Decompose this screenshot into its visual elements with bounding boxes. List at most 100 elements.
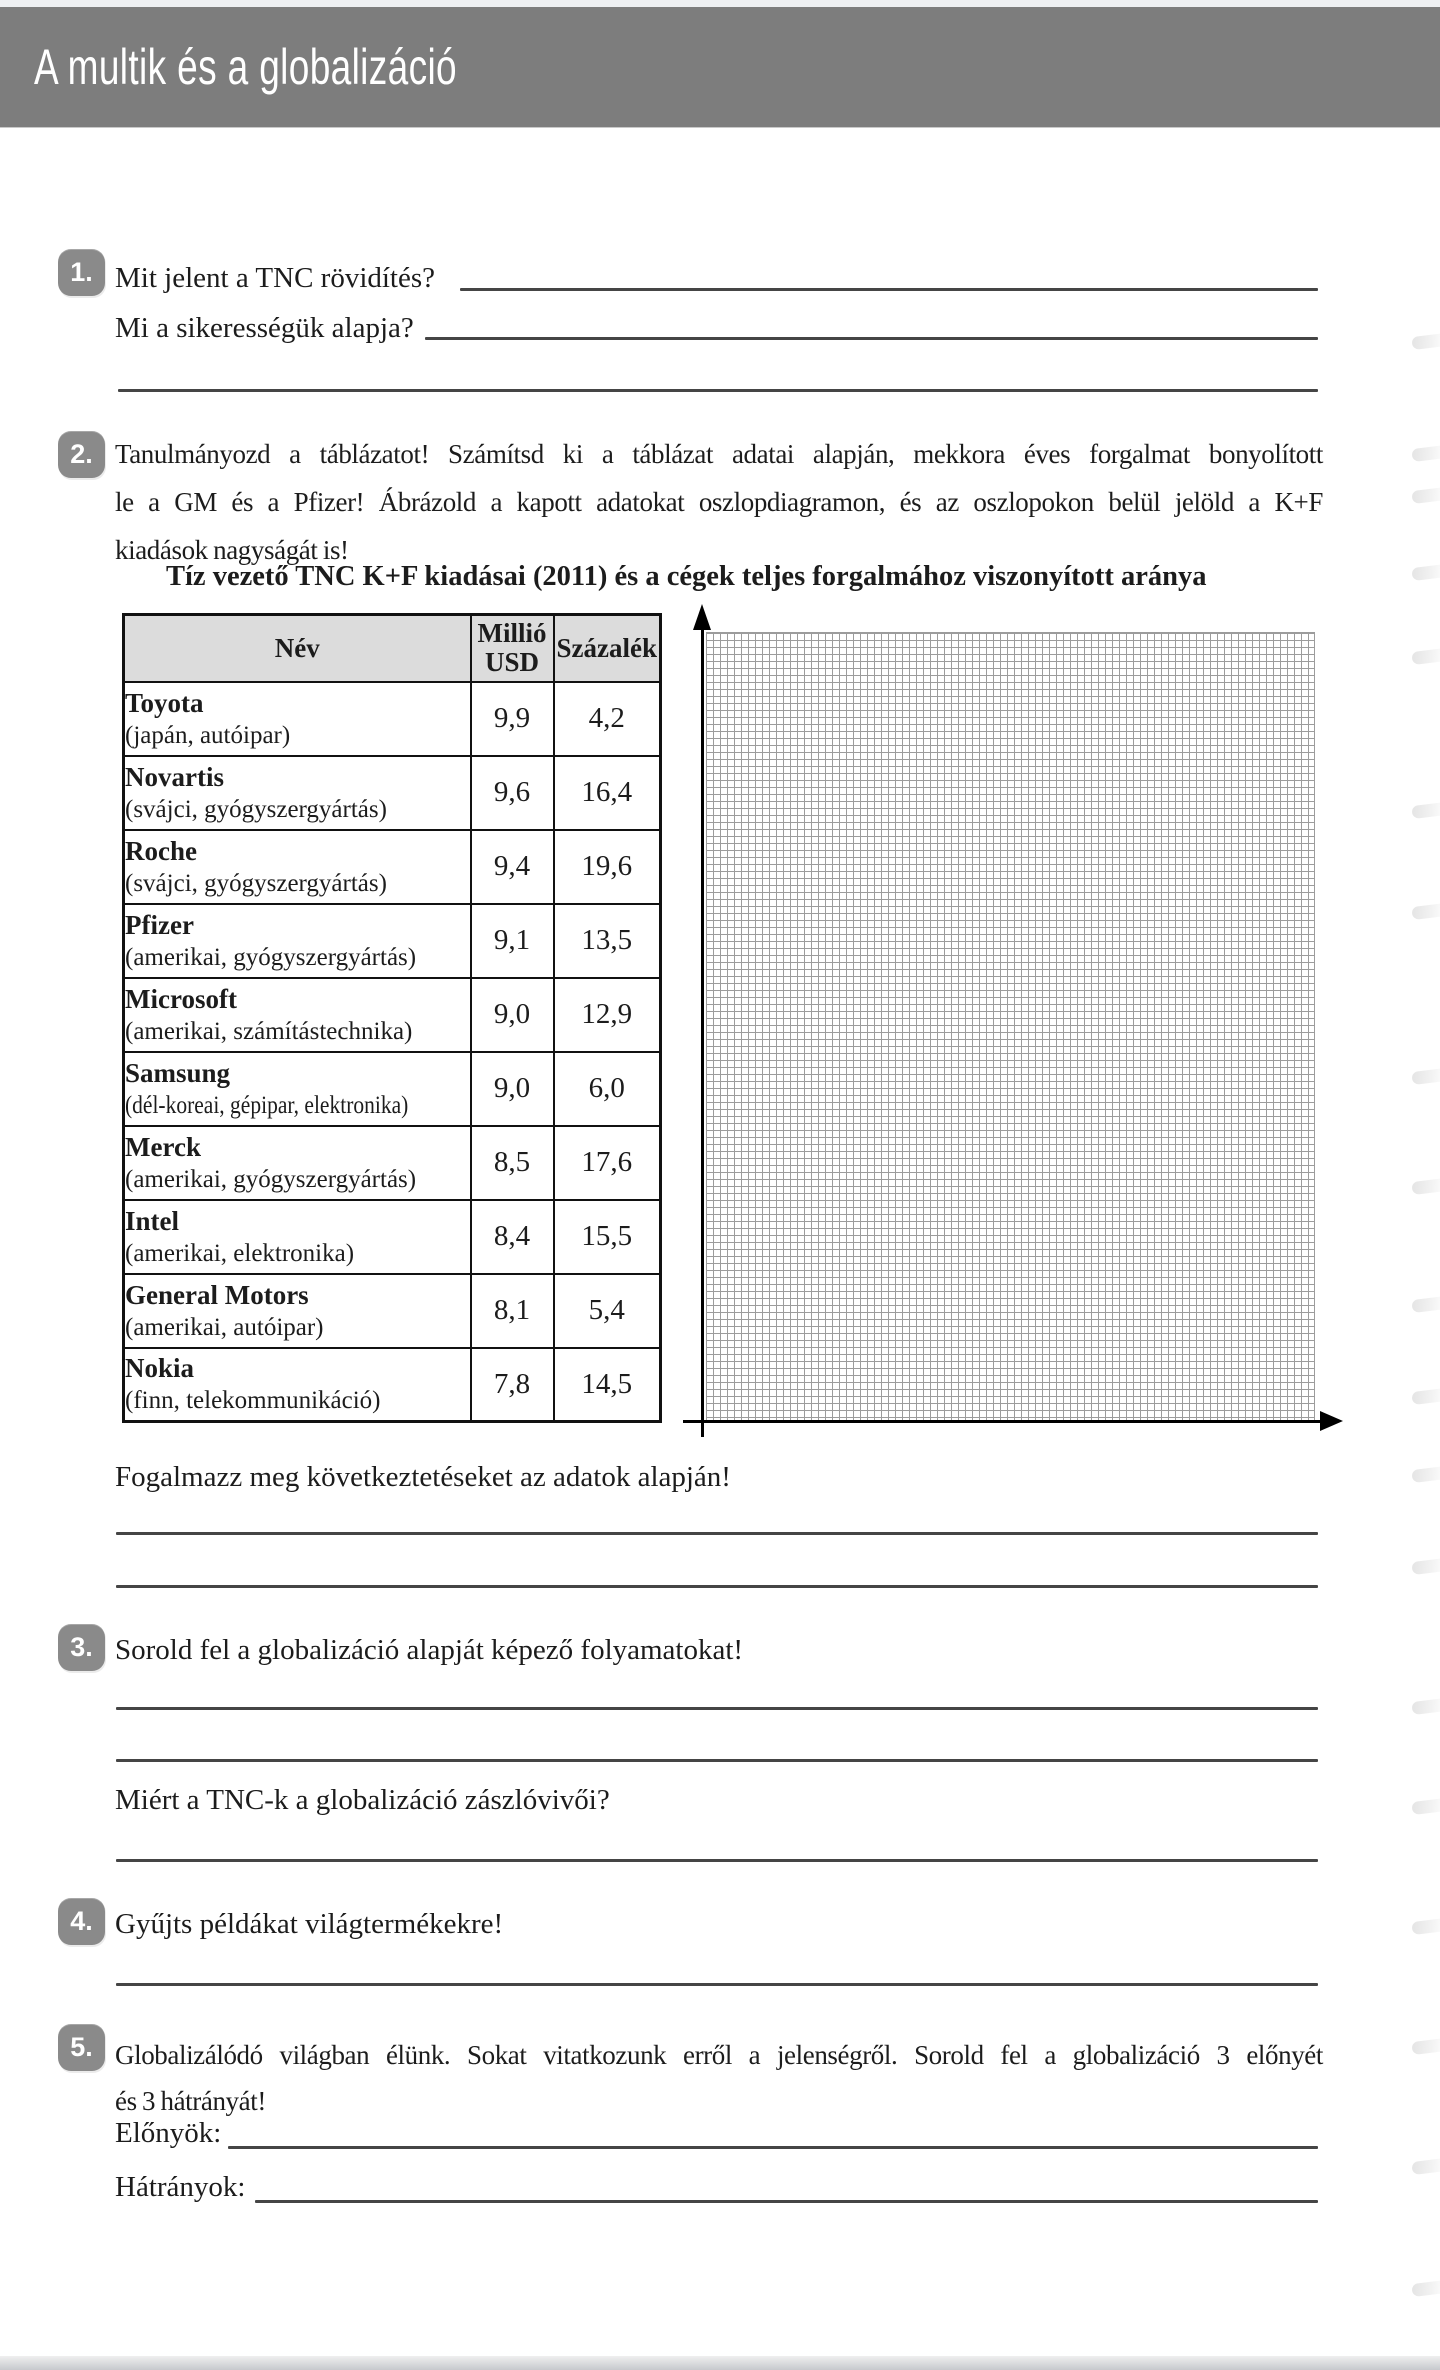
q2-prompt: Tanulmányozd a táblázatot! Számítsd ki a… [115, 430, 1323, 574]
table-row: Intel (amerikai, elektronika) 8,4 15,5 [122, 1198, 662, 1275]
company-detail: (amerikai, elektronika) [125, 1239, 355, 1267]
answer-line [116, 1532, 1318, 1535]
q2-followup-prompt: Fogalmazz meg következtetéseket az adato… [115, 1461, 731, 1493]
q1-prompt-1: Mit jelent a TNC rövidítés? [115, 262, 436, 294]
page-edge-mark [1411, 332, 1440, 351]
percent-value: 12,9 [552, 976, 662, 1053]
q5-pros-label: Előnyök: [115, 2117, 222, 2149]
company-detail: (amerikai, gyógyszergyártás) [125, 1165, 417, 1193]
company-detail: (finn, telekommunikáció) [125, 1387, 381, 1415]
table-row: Novartis (svájci, gyógyszergyártás) 9,6 1… [122, 754, 662, 831]
q2-prompt-line1: Tanulmányozd a táblázatot! Számítsd ki a… [115, 439, 1323, 469]
x-axis [683, 1420, 1322, 1423]
company-detail: (amerikai, autóipar) [125, 1313, 324, 1341]
q3-followup-prompt: Miért a TNC-k a globalizáció zászlóvivői… [115, 1784, 610, 1816]
table-row: Pfizer (amerikai, gyógyszergyártás) 9,1 1… [122, 902, 662, 979]
q3-number-badge: 3. [58, 1624, 105, 1671]
company-name: Pfizer [125, 909, 194, 940]
page-edge-mark [1411, 1465, 1440, 1484]
musd-value: 8,1 [469, 1272, 555, 1349]
col-header-name: Név [122, 613, 472, 683]
company-detail: (svájci, gyógyszergyártás) [125, 869, 387, 897]
q4-number-badge: 4. [58, 1898, 105, 1945]
percent-value: 19,6 [552, 828, 662, 905]
musd-value: 9,0 [469, 1050, 555, 1127]
page-edge-mark [1411, 2037, 1440, 2056]
answer-line [116, 1585, 1318, 1588]
answer-line [425, 337, 1318, 340]
page-edge-mark [1411, 1557, 1440, 1576]
company-name: Microsoft [125, 983, 237, 1014]
table-row: General Motors (amerikai, autóipar) 8,1 5… [122, 1272, 662, 1349]
page-header: A multik és a globalizáció [0, 7, 1440, 127]
answer-line [255, 2200, 1318, 2203]
musd-value: 9,1 [469, 902, 555, 979]
q5-prompt: Globalizálódó világban élünk. Sokat vita… [115, 2032, 1323, 2124]
company-name: Novartis [125, 761, 224, 792]
y-axis [701, 626, 704, 1437]
percent-value: 17,6 [552, 1124, 662, 1201]
page-edge-mark [1411, 1917, 1440, 1936]
company-detail: (japán, autóipar) [125, 721, 291, 749]
answer-line [228, 2146, 1318, 2149]
page-edge-mark [1411, 1387, 1440, 1406]
q1-number-badge: 1. [58, 249, 105, 296]
table-row: Toyota (japán, autóipar) 9,9 4,2 [122, 680, 662, 757]
page-title: A multik és a globalizáció [34, 39, 458, 95]
percent-value: 15,5 [552, 1198, 662, 1275]
answer-line [116, 1983, 1318, 1986]
table-row: Nokia (finn, telekommunikáció) 7,8 14,5 [122, 1346, 662, 1423]
company-detail: (amerikai, számítástechnika) [125, 1017, 413, 1045]
table-title: Tíz vezető TNC K+F kiadásai (2011) és a … [166, 561, 1207, 592]
col-header-million-usd: Millió USD [469, 613, 555, 683]
page-bottom-edge [0, 2356, 1440, 2370]
percent-value: 13,5 [552, 902, 662, 979]
answer-line [460, 288, 1318, 291]
page-edge-mark [1411, 563, 1440, 582]
col-header-percent: Százalék [552, 613, 662, 683]
table-row: Microsoft (amerikai, számítástechnika) 9,… [122, 976, 662, 1053]
q5-prompt-line1: Globalizálódó világban élünk. Sokat vita… [115, 2040, 1323, 2070]
page-edge-mark [1411, 1177, 1440, 1196]
q2-prompt-line3: kiadások nagyságát is! [115, 535, 349, 565]
y-axis-arrow-icon [693, 604, 711, 630]
page-edge-mark [1411, 1295, 1440, 1314]
table-header-row: Név Millió USD Százalék [122, 613, 662, 683]
table-row: Samsung (dél-koreai, gépipar, elektronika… [122, 1050, 662, 1127]
percent-value: 14,5 [552, 1346, 662, 1423]
percent-value: 6,0 [552, 1050, 662, 1127]
answer-line [116, 1859, 1318, 1862]
q1-prompt-2: Mi a sikerességük alapja? [115, 312, 414, 344]
company-name: General Motors [125, 1279, 309, 1310]
company-name: Intel [125, 1205, 179, 1236]
x-axis-arrow-icon [1320, 1411, 1343, 1431]
company-name: Roche [125, 835, 197, 866]
page-edge-mark [1411, 1697, 1440, 1716]
table-row: Roche (svájci, gyógyszergyártás) 9,4 19,6 [122, 828, 662, 905]
musd-value: 9,0 [469, 976, 555, 1053]
musd-value: 9,9 [469, 680, 555, 757]
page-top-edge [0, 0, 1440, 7]
q2-number-badge: 2. [58, 431, 105, 478]
q2-prompt-line2: le a GM és a Pfizer! Ábrázold a kapott a… [115, 487, 1323, 517]
q5-cons-label: Hátrányok: [115, 2171, 246, 2203]
musd-value: 8,4 [469, 1198, 555, 1275]
musd-value: 9,6 [469, 754, 555, 831]
company-detail: (dél-koreai, gépipar, elektronika) [125, 1091, 409, 1119]
company-name: Toyota [125, 687, 204, 718]
page-edge-mark [1411, 647, 1440, 666]
page-edge-mark [1411, 2279, 1440, 2298]
musd-value: 8,5 [469, 1124, 555, 1201]
answer-line [116, 1707, 1318, 1710]
page-edge-mark [1411, 486, 1440, 505]
percent-value: 16,4 [552, 754, 662, 831]
q3-prompt: Sorold fel a globalizáció alapját képező… [115, 1634, 744, 1666]
answer-line [116, 1759, 1318, 1762]
percent-value: 4,2 [552, 680, 662, 757]
percent-value: 5,4 [552, 1272, 662, 1349]
company-detail: (svájci, gyógyszergyártás) [125, 795, 387, 823]
musd-value: 9,4 [469, 828, 555, 905]
answer-line [118, 389, 1318, 392]
company-name: Merck [125, 1131, 201, 1162]
page-edge-mark [1411, 1067, 1440, 1086]
